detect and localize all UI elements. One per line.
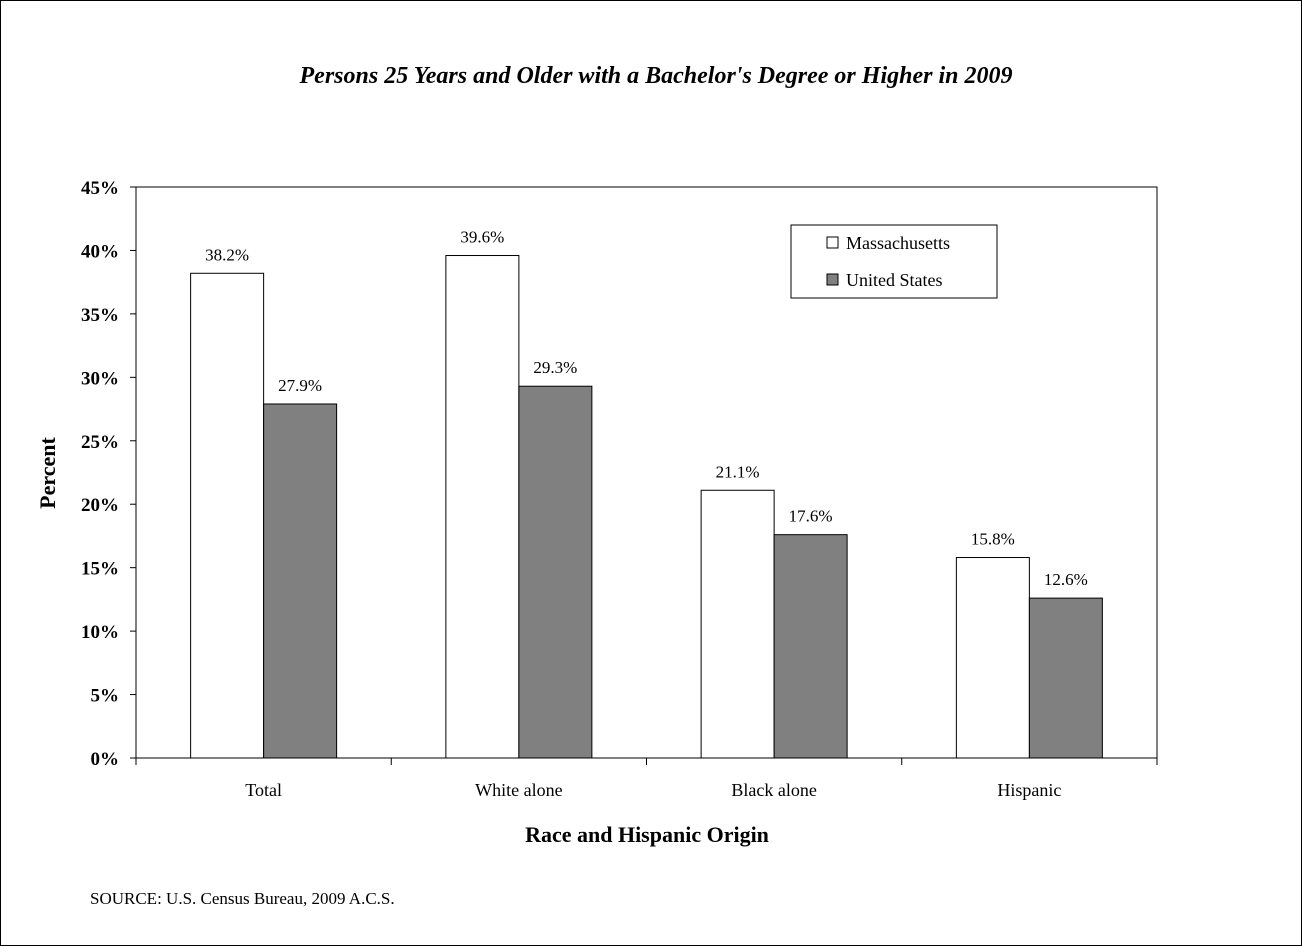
x-category-label: White alone — [475, 780, 562, 800]
legend-swatch-united-states — [826, 273, 839, 286]
data-label: 38.2% — [205, 245, 249, 264]
legend-box — [790, 224, 998, 299]
chart-title: Persons 25 Years and Older with a Bachel… — [299, 63, 1013, 89]
legend-label-massachusetts: Massachusetts — [846, 233, 950, 253]
legend-swatch-massachusetts — [826, 236, 839, 249]
x-category-label: Hispanic — [997, 780, 1061, 800]
bar-massachusetts — [445, 255, 520, 759]
x-category-label: Total — [245, 780, 282, 800]
y-tick-label: 45% — [81, 178, 119, 199]
data-label: 12.6% — [1044, 570, 1088, 589]
y-axis-title: Percent — [35, 437, 60, 509]
data-label: 15.8% — [971, 530, 1015, 549]
bar-united-states — [773, 534, 848, 759]
bar-united-states — [518, 385, 593, 759]
bar-massachusetts — [190, 272, 265, 759]
data-label: 21.1% — [716, 462, 760, 481]
y-tick-label: 10% — [81, 622, 119, 643]
y-tick-label: 30% — [81, 368, 119, 389]
y-tick-label: 40% — [81, 241, 119, 262]
x-axis-title: Race and Hispanic Origin — [525, 822, 769, 847]
y-tick-label: 20% — [81, 495, 119, 516]
y-tick-label: 25% — [81, 432, 119, 453]
y-tick-label: 15% — [81, 559, 119, 580]
x-category-label: Black alone — [731, 780, 816, 800]
data-label: 29.3% — [533, 358, 577, 377]
data-label: 27.9% — [278, 376, 322, 395]
bar-united-states — [263, 403, 338, 759]
legend-label-united-states: United States — [846, 270, 943, 290]
source-note: SOURCE: U.S. Census Bureau, 2009 A.C.S. — [90, 889, 395, 908]
bar-united-states — [1028, 597, 1103, 759]
data-label: 39.6% — [460, 228, 504, 247]
y-tick-label: 35% — [81, 305, 119, 326]
bar-massachusetts — [955, 557, 1030, 759]
y-tick-label: 5% — [91, 686, 120, 707]
y-tick-label: 0% — [91, 749, 120, 770]
data-label: 17.6% — [789, 507, 833, 526]
legend: Massachusetts United States — [790, 224, 998, 299]
bar-massachusetts — [700, 489, 775, 759]
